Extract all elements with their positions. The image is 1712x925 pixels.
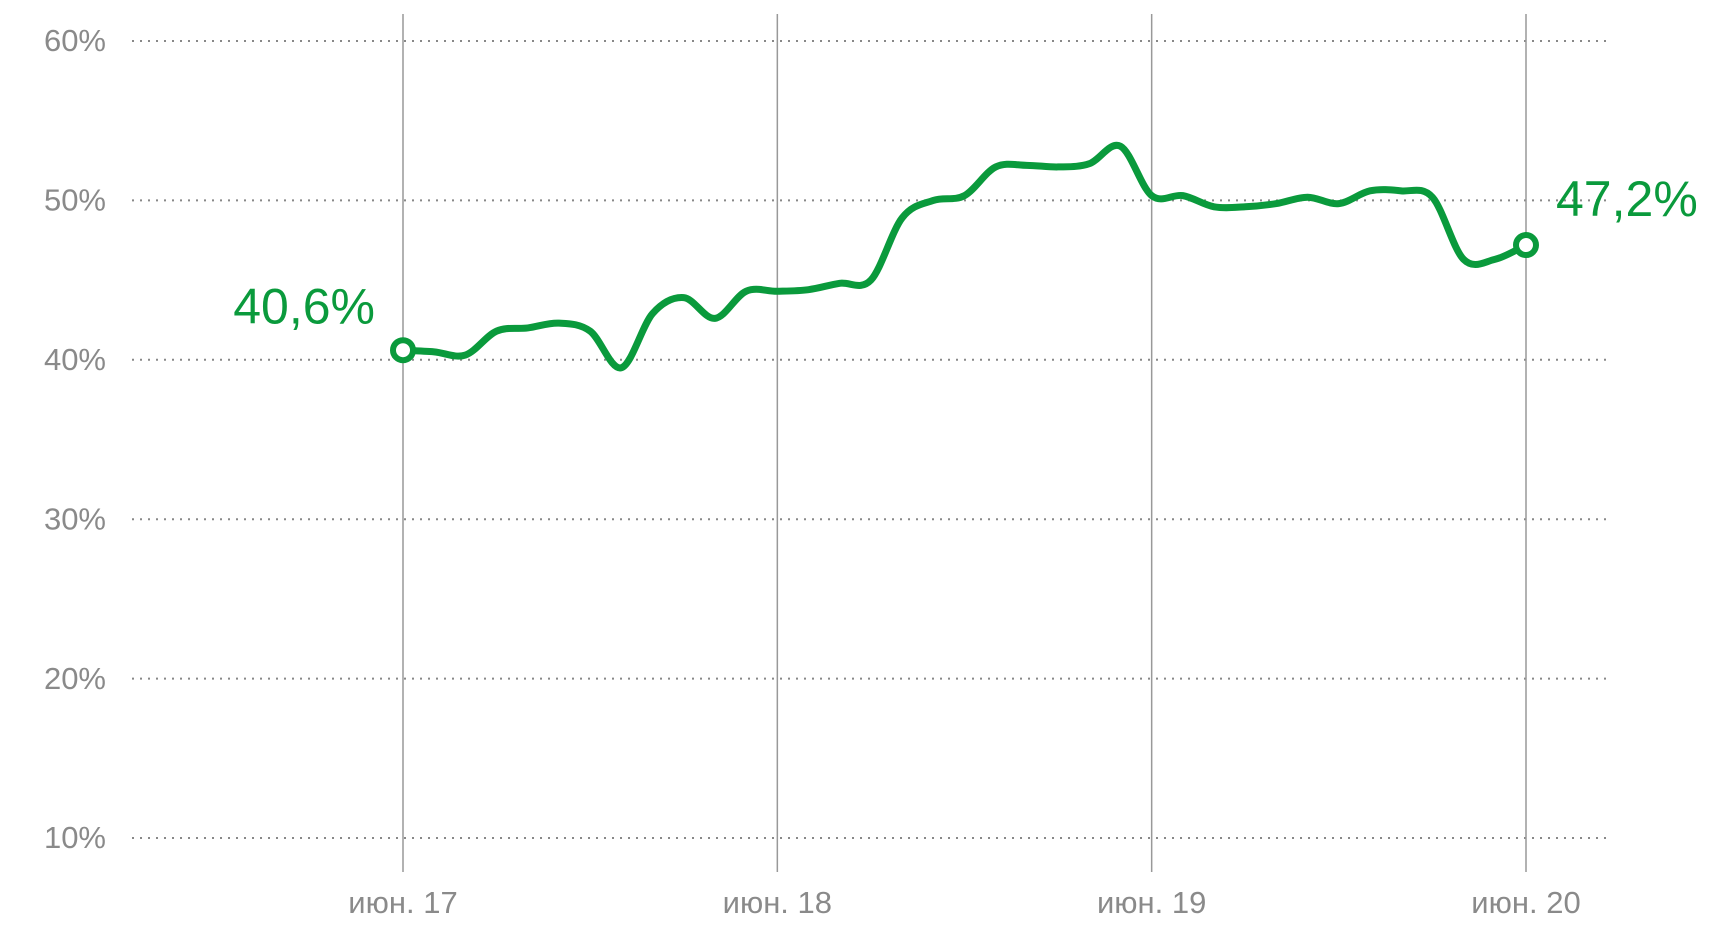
y-tick-label: 30%: [44, 501, 106, 536]
x-tick-label: июн. 20: [1471, 885, 1580, 920]
y-tick-label: 20%: [44, 661, 106, 696]
y-tick-label: 40%: [44, 342, 106, 377]
y-tick-label: 10%: [44, 820, 106, 855]
y-tick-label: 50%: [44, 183, 106, 218]
end-point: [1513, 232, 1539, 259]
y-tick-label: 60%: [44, 23, 106, 58]
value-label: 47,2%: [1556, 171, 1698, 227]
end-point: [390, 337, 416, 364]
x-tick-label: июн. 18: [723, 885, 832, 920]
value-label: 40,6%: [233, 278, 375, 334]
line: [399, 141, 1530, 372]
x-tick-label: июн. 19: [1097, 885, 1206, 920]
x-tick-label: июн. 17: [348, 885, 457, 920]
